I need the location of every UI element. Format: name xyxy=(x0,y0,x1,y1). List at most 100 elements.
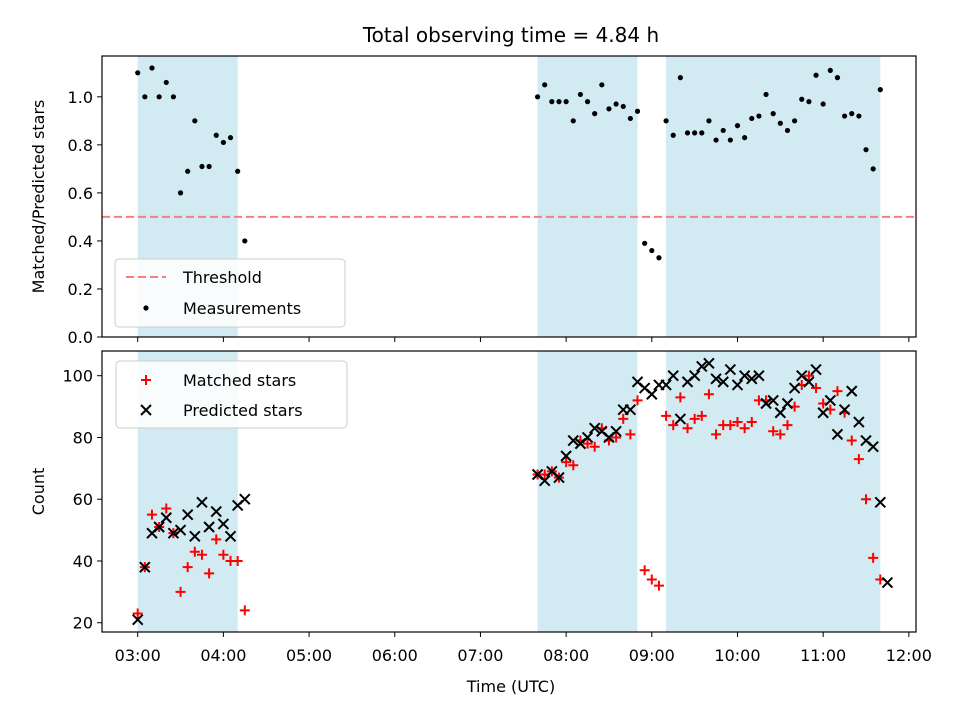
measurement-point xyxy=(863,147,869,153)
bottom-panel: 20 40 60 80 100 03:00 04:00 05:00 06:00 07:00 08:0… xyxy=(29,350,932,665)
matched-point xyxy=(646,574,657,585)
matched-point xyxy=(632,395,643,406)
predicted-point xyxy=(881,576,894,589)
matched-point xyxy=(746,417,757,428)
axes-frame xyxy=(101,350,917,633)
predicted-point xyxy=(588,422,601,434)
measurement-point xyxy=(156,94,162,100)
measurement-point xyxy=(584,99,591,105)
predicted-point xyxy=(781,397,794,410)
legend-measurements-swatch xyxy=(143,305,149,311)
matched-point xyxy=(703,389,714,400)
measurement-point xyxy=(827,67,833,74)
measurement-point xyxy=(542,82,548,88)
matched-point xyxy=(803,370,814,381)
measurement-point xyxy=(563,99,569,105)
predicted-point xyxy=(224,530,237,542)
predicted-point xyxy=(703,357,715,370)
y-tick-label: 100 xyxy=(62,367,93,386)
y-tick-label: 0.0 xyxy=(68,328,93,347)
measurement-point xyxy=(163,79,169,86)
measurement-point xyxy=(749,115,755,122)
matched-point xyxy=(582,438,593,449)
measurement-point xyxy=(663,118,669,124)
legend-matched-swatch xyxy=(141,375,151,385)
matched-point xyxy=(768,426,779,437)
matched-point xyxy=(689,413,700,424)
matched-point xyxy=(732,417,743,428)
matched-point xyxy=(239,605,250,616)
measurement-point xyxy=(235,168,241,174)
predicted-point xyxy=(210,505,222,518)
predicted-point xyxy=(717,376,729,388)
predicted-point xyxy=(646,388,658,400)
legend-predicted-label: Predicted stars xyxy=(183,401,303,420)
legend-top: Threshold Measurements xyxy=(114,258,346,328)
legend-box xyxy=(114,258,346,328)
y-tick-label: 0.2 xyxy=(68,280,93,299)
measurement-point xyxy=(649,247,655,254)
predicted-point xyxy=(724,363,737,376)
predicted-point xyxy=(817,407,829,419)
predicted-point xyxy=(731,379,744,391)
matched-point xyxy=(668,420,679,431)
predicted-point xyxy=(753,369,765,382)
predicted-point xyxy=(696,360,708,373)
predicted-point xyxy=(824,394,837,407)
predicted-point xyxy=(239,493,251,505)
measurement-point xyxy=(706,118,712,124)
measurement-point xyxy=(834,75,841,81)
measurement-point xyxy=(763,91,769,98)
matched-point xyxy=(696,410,707,421)
predicted-point xyxy=(153,521,165,533)
x-tick-label: 07:00 xyxy=(457,646,503,665)
y-tick-label: 1.0 xyxy=(68,88,93,107)
predicted-point xyxy=(853,416,865,428)
chart-title: Total observing time = 4.84 h xyxy=(362,23,659,47)
predicted-point xyxy=(874,496,887,509)
measurement-point xyxy=(670,132,676,138)
predicted-point xyxy=(553,471,565,484)
legend-threshold-label: Threshold xyxy=(182,268,262,287)
predicted-point xyxy=(217,518,230,530)
observing-span xyxy=(666,351,881,632)
measurement-point xyxy=(170,94,177,100)
y-tick-label: 40 xyxy=(73,552,93,571)
predicted-point xyxy=(674,413,687,425)
measurement-point xyxy=(742,135,748,141)
observing-span xyxy=(666,56,881,337)
x-tick-label: 11:00 xyxy=(800,646,846,665)
measurement-point xyxy=(177,190,184,196)
predicted-point xyxy=(538,474,551,487)
y-axis-label: Count xyxy=(29,468,48,516)
measurement-point xyxy=(813,72,819,78)
matched-point xyxy=(625,429,636,440)
measurement-point xyxy=(699,130,705,136)
measurement-point xyxy=(613,101,619,107)
matched-point xyxy=(161,503,172,514)
measurement-point xyxy=(577,91,584,98)
measurement-point xyxy=(570,118,576,124)
matched-point xyxy=(725,420,736,431)
matched-point xyxy=(711,429,722,440)
predicted-point xyxy=(189,530,201,542)
predicted-point xyxy=(867,441,879,453)
observing-span xyxy=(537,351,638,632)
matched-point xyxy=(782,420,793,431)
predicted-point xyxy=(560,450,572,462)
predicted-point xyxy=(203,521,215,533)
predicted-point xyxy=(139,561,151,573)
measurement-point xyxy=(692,130,698,136)
matched-point xyxy=(611,432,622,443)
legend-box xyxy=(115,360,348,429)
matched-point xyxy=(853,454,864,465)
measurement-point xyxy=(206,163,212,170)
matched-point xyxy=(211,534,222,545)
measurement-point xyxy=(856,113,862,119)
predicted-point xyxy=(667,369,679,382)
predicted-point xyxy=(196,496,208,509)
predicted-point xyxy=(803,376,815,388)
measurement-point xyxy=(806,99,812,105)
measurement-point xyxy=(642,240,648,246)
measurement-point xyxy=(713,137,719,143)
